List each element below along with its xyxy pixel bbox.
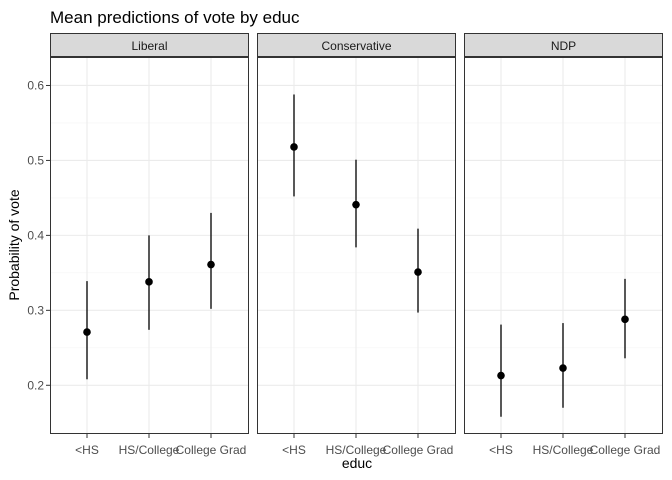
data-point [145, 278, 153, 286]
facet-strip [50, 33, 249, 57]
y-tick-label: 0.3 [27, 303, 44, 317]
y-tick-label: 0.4 [27, 228, 44, 242]
y-tick-label: 0.5 [27, 153, 44, 167]
x-tick-label: HS/College [326, 443, 387, 457]
data-point [559, 364, 567, 372]
panel-border [464, 57, 663, 434]
x-tick-label: HS/College [533, 443, 594, 457]
x-tick-label: HS/College [119, 443, 180, 457]
facet-label: Conservative [321, 39, 391, 53]
panel-border [50, 57, 249, 434]
data-point [621, 315, 629, 324]
facet-label: NDP [551, 39, 576, 53]
y-axis-title: Probability of vote [6, 189, 22, 300]
x-tick-label: College Grad [383, 443, 454, 457]
x-tick-label: College Grad [176, 443, 247, 457]
data-point [414, 268, 422, 276]
x-tick-label: <HS [489, 443, 513, 457]
data-point [207, 260, 215, 269]
data-point [352, 200, 360, 209]
x-axis-title: educ [342, 455, 372, 471]
panel-border [257, 57, 456, 434]
facet-strip [464, 33, 663, 57]
chart-title: Mean predictions of vote by educ [50, 8, 300, 27]
x-tick-label: College Grad [590, 443, 661, 457]
facet-strip [257, 33, 456, 57]
y-tick-label: 0.2 [27, 378, 44, 392]
data-point [497, 371, 505, 380]
facet-label: Liberal [131, 39, 167, 53]
x-tick-label: <HS [282, 443, 306, 457]
data-point [83, 328, 91, 336]
y-tick-label: 0.6 [27, 78, 44, 92]
data-point [290, 143, 298, 151]
x-tick-label: <HS [75, 443, 99, 457]
